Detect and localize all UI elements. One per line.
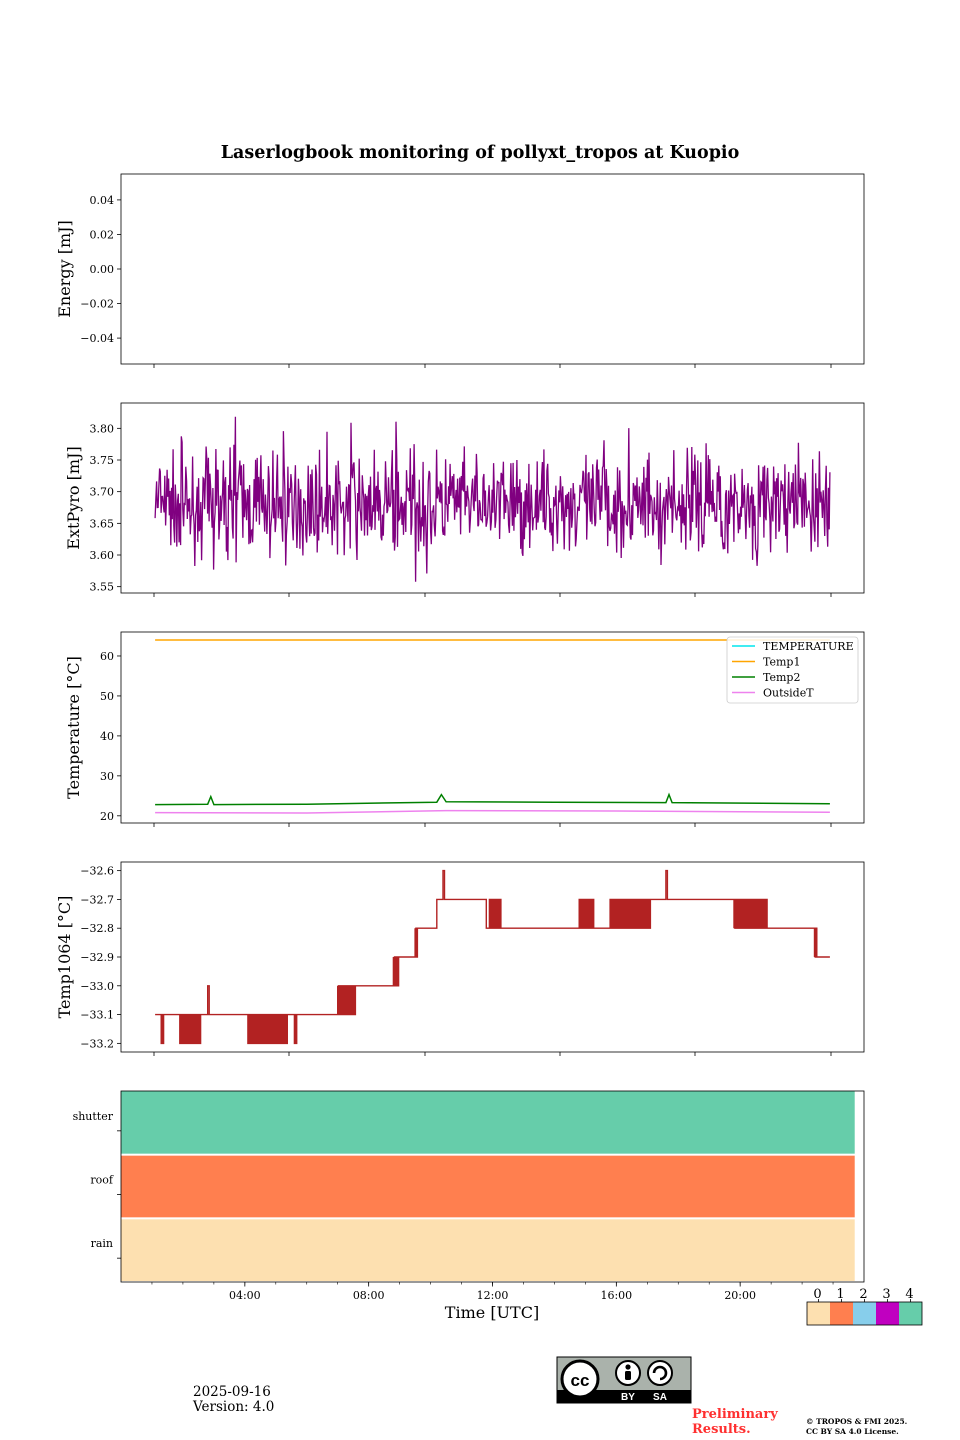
copyright-line-2: CC BY SA 4.0 License.: [806, 1427, 899, 1436]
y-axis-label: Temperature [°C]: [64, 656, 83, 799]
y-tick-label: 3.70: [90, 486, 115, 499]
legend: TEMPERATURE Temp1 Temp2 OutsideT: [726, 636, 859, 704]
y-tick-label: 3.80: [90, 422, 115, 435]
status-band-shutter: [121, 1091, 855, 1154]
y-tick-label: 3.65: [90, 517, 115, 530]
y-tick-label: −0.04: [80, 332, 114, 345]
y-tick-label: 50: [100, 690, 114, 703]
preliminary-label-1: Preliminary: [692, 1407, 778, 1422]
panel-4: shutter roof rain 04:00 08:00 12:00 16:00 20:00: [73, 1090, 865, 1302]
svg-text:cc: cc: [571, 1371, 590, 1390]
status-row-label: rain: [91, 1237, 113, 1250]
footer-version: Version: 4.0: [192, 1399, 274, 1415]
status-row-label: roof: [90, 1174, 114, 1187]
y-axis-label: Energy [mJ]: [55, 220, 74, 318]
y-tick-label: −33.1: [80, 1009, 114, 1022]
y-tick-label: 20: [100, 810, 114, 823]
y-tick-label: 3.55: [90, 581, 115, 594]
x-tick-label: 12:00: [477, 1289, 509, 1302]
y-tick-label: −32.7: [80, 893, 114, 906]
y-tick-label: −0.02: [80, 298, 114, 311]
colorbar-tick-label: 3: [882, 1287, 890, 1302]
colorbar-swatch: [830, 1302, 853, 1325]
legend-label: Temp1: [763, 656, 800, 669]
y-axis-label: ExtPyro [mJ]: [64, 446, 83, 549]
colorbar-frame: [806, 1301, 923, 1326]
y-tick-label: 3.75: [90, 454, 115, 467]
footer-date: 2025-09-16: [193, 1384, 271, 1400]
colorbar-swatch: [876, 1302, 899, 1325]
panel-3: −32.6 −32.7 −32.8 −32.9 −33.0 −33.1 −33.2 Temp1…: [55, 861, 865, 1056]
y-tick-label: 40: [100, 730, 114, 743]
preliminary-label-2: Results.: [692, 1422, 751, 1437]
plot-frame: [120, 631, 865, 824]
legend-label: TEMPERATURE: [763, 640, 854, 653]
plot-frame: [120, 861, 865, 1053]
y-tick-label: −32.6: [80, 865, 114, 878]
colorbar-tick-label: 4: [905, 1287, 913, 1302]
colorbar-tick-label: 1: [836, 1287, 844, 1302]
legend-box: [726, 636, 859, 704]
x-tick-label: 16:00: [600, 1289, 632, 1302]
cc-license-logo: cc BY SA: [556, 1356, 692, 1404]
legend-label: OutsideT: [763, 687, 814, 700]
panel-0: 0.04 0.02 0.00 −0.02 −0.04 Energy [mJ]: [55, 173, 865, 368]
y-tick-label: 0.02: [90, 228, 115, 241]
y-tick-label: −32.9: [80, 951, 114, 964]
series-line-extpyro: [154, 416, 831, 582]
share-alike-icon: [647, 1360, 673, 1386]
y-tick-label: 0.04: [90, 194, 115, 207]
x-tick-label: 04:00: [229, 1289, 261, 1302]
status-band-rain: [121, 1219, 855, 1281]
series-line-outsidet: [155, 809, 830, 814]
colorbar-swatch: [899, 1302, 922, 1325]
colorbar-tick-label: 0: [813, 1287, 821, 1302]
license-sa-text: SA: [653, 1392, 667, 1403]
colorbar-swatch: [807, 1302, 830, 1325]
colorbar-swatch: [853, 1302, 876, 1325]
y-tick-label: 0.00: [90, 263, 115, 276]
y-tick-label: −33.0: [80, 980, 114, 993]
panel-2: 60 50 40 30 20 Temperature [°C] TEMPERATURE Tem…: [64, 631, 865, 827]
plot-frame: [120, 173, 865, 365]
license-by-text: BY: [621, 1392, 635, 1403]
y-axis-label: Temp1064 [°C]: [55, 896, 74, 1019]
y-tick-label: −33.2: [80, 1037, 114, 1050]
plot-frame: [120, 402, 865, 594]
colorbar-tick-label: 2: [859, 1287, 867, 1302]
x-tick-label: 20:00: [724, 1289, 756, 1302]
panels: 0.04 0.02 0.00 −0.02 −0.04 Energy [mJ] 3.80 3.7…: [55, 173, 865, 1302]
copyright-line-1: © TROPOS & FMI 2025.: [806, 1417, 907, 1426]
status-band-roof: [121, 1155, 855, 1218]
y-tick-label: 30: [100, 770, 114, 783]
y-tick-label: −32.8: [80, 922, 114, 935]
y-tick-label: 3.60: [90, 549, 115, 562]
x-axis-label: Time [UTC]: [445, 1303, 539, 1322]
x-tick-label: 08:00: [353, 1289, 385, 1302]
status-row-label: shutter: [73, 1110, 114, 1123]
series-line-temp2: [155, 792, 830, 806]
y-tick-label: 60: [100, 650, 114, 663]
chart-title: Laserlogbook monitoring of pollyxt_tropo…: [221, 143, 740, 163]
panel-1: 3.80 3.75 3.70 3.65 3.60 3.55 ExtPyro [mJ]: [64, 402, 865, 597]
legend-label: Temp2: [763, 671, 800, 684]
series-line-temp1064: [155, 869, 830, 1045]
